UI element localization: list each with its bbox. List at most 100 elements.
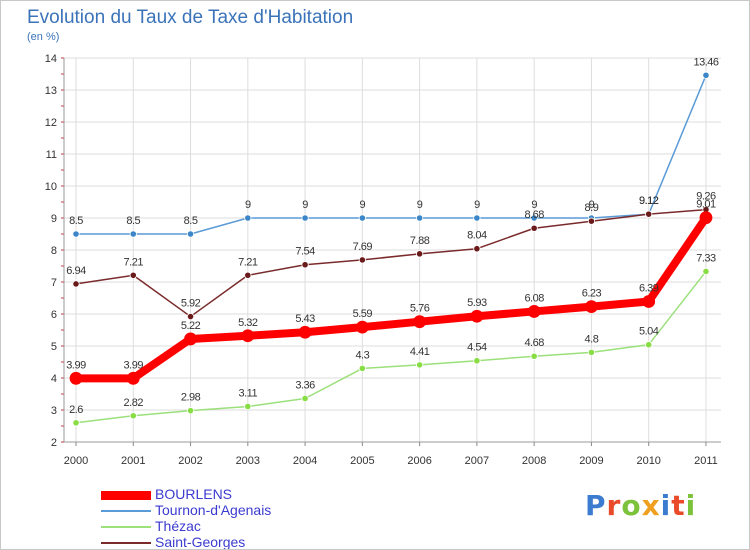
data-label: 7.33 xyxy=(696,252,716,264)
x-tick-label: 2007 xyxy=(465,455,489,467)
legend-swatch xyxy=(101,510,151,512)
data-label: 2.98 xyxy=(181,392,201,404)
data-point xyxy=(416,214,424,222)
data-point xyxy=(186,312,195,321)
data-point xyxy=(186,230,195,238)
data-label: 4.8 xyxy=(585,333,599,345)
data-label: 9 xyxy=(360,199,366,211)
data-point xyxy=(702,71,710,79)
x-tick-label: 2010 xyxy=(636,455,660,467)
series-line-0 xyxy=(76,215,710,383)
data-point xyxy=(530,224,538,232)
data-point xyxy=(473,214,481,222)
logo-letter: i xyxy=(660,489,672,522)
series-line-2 xyxy=(75,270,707,424)
data-point xyxy=(699,211,713,225)
legend-label: Saint-Georges xyxy=(155,534,246,550)
y-tick-label: 7 xyxy=(51,277,57,289)
data-label: 7.21 xyxy=(124,256,144,268)
data-label: 3.99 xyxy=(124,359,144,371)
data-label: 4.41 xyxy=(410,346,430,358)
legend-label: Tournon-d'Agenais xyxy=(155,502,272,518)
x-tick-label: 2006 xyxy=(407,455,431,467)
chart-legend: BOURLENS Tournon-d'Agenais Thézac Saint-Geo… xyxy=(101,486,321,550)
data-label: 8.9 xyxy=(585,202,599,214)
data-point xyxy=(301,394,309,403)
data-point xyxy=(129,271,137,279)
data-point xyxy=(413,315,427,329)
data-label: 9.12 xyxy=(639,195,659,207)
data-label: 9.26 xyxy=(696,191,716,203)
data-point xyxy=(416,250,424,258)
data-label: 3.99 xyxy=(66,359,86,371)
x-tick-label: 2002 xyxy=(178,455,202,467)
y-tick-label: 10 xyxy=(45,181,57,193)
legend-item: BOURLENS xyxy=(101,486,321,503)
data-point xyxy=(587,217,596,225)
data-point xyxy=(126,371,140,385)
data-point xyxy=(355,320,369,334)
data-label: 6.08 xyxy=(524,292,544,304)
data-point xyxy=(69,371,83,385)
data-point xyxy=(72,419,80,427)
x-tick-label: 2009 xyxy=(579,455,603,467)
data-point xyxy=(358,214,366,222)
legend-label: Thézac xyxy=(155,518,201,534)
data-label: 9 xyxy=(531,199,537,211)
data-label: 5.93 xyxy=(467,297,487,309)
data-point xyxy=(470,309,484,323)
data-label: 13.46 xyxy=(693,56,718,68)
data-label: 7.69 xyxy=(353,241,373,253)
data-point xyxy=(473,357,481,365)
data-label: 9 xyxy=(302,199,308,211)
x-tick-label: 2001 xyxy=(121,455,145,467)
data-point xyxy=(585,300,598,314)
logo-letter: t xyxy=(671,489,686,522)
data-point xyxy=(72,280,80,288)
y-tick-label: 2 xyxy=(51,437,57,449)
data-label: 8.04 xyxy=(467,230,487,242)
series-line-3 xyxy=(75,208,707,318)
series-line-1 xyxy=(76,74,707,235)
legend-item: Thézac xyxy=(101,518,321,535)
y-tick-label: 3 xyxy=(51,405,57,417)
x-tick-label: 2003 xyxy=(236,455,260,467)
data-label: 2.82 xyxy=(124,397,144,409)
data-label: 8.68 xyxy=(524,209,544,221)
data-label: 5.43 xyxy=(295,313,315,325)
y-tick-label: 13 xyxy=(45,85,57,97)
legend-swatch xyxy=(101,526,151,528)
data-label: 4.3 xyxy=(355,349,369,361)
y-tick-label: 9 xyxy=(51,213,57,225)
data-label: 8.5 xyxy=(126,215,140,227)
logo-letter: P xyxy=(585,489,607,522)
data-point xyxy=(527,305,541,318)
data-point xyxy=(358,364,366,372)
data-label: 5.76 xyxy=(410,303,430,315)
data-label: 9 xyxy=(245,199,251,211)
y-tick-label: 8 xyxy=(51,245,57,257)
legend-item: Saint-Georges xyxy=(101,534,321,550)
data-label: 5.32 xyxy=(238,317,258,329)
data-point xyxy=(416,361,424,369)
data-label: 7.88 xyxy=(410,235,430,247)
data-label: 9 xyxy=(589,199,595,211)
data-point xyxy=(129,412,137,420)
data-label: 5.92 xyxy=(181,298,201,310)
data-point xyxy=(244,402,252,411)
data-label: 4.68 xyxy=(524,337,544,349)
data-label: 9.12 xyxy=(639,195,659,207)
data-point xyxy=(702,267,710,276)
data-label: 8.5 xyxy=(184,215,198,227)
logo-letter: o xyxy=(621,489,642,522)
legend-label: BOURLENS xyxy=(155,486,233,502)
proxiti-logo: Proxiti xyxy=(585,489,696,522)
data-label: 3.11 xyxy=(239,387,258,399)
data-label: 4.54 xyxy=(467,342,487,354)
x-tick-label: 2011 xyxy=(694,455,718,467)
data-label: 9 xyxy=(474,199,480,211)
data-label: 5.04 xyxy=(639,326,659,338)
data-point xyxy=(587,348,596,356)
y-tick-label: 11 xyxy=(46,149,57,161)
